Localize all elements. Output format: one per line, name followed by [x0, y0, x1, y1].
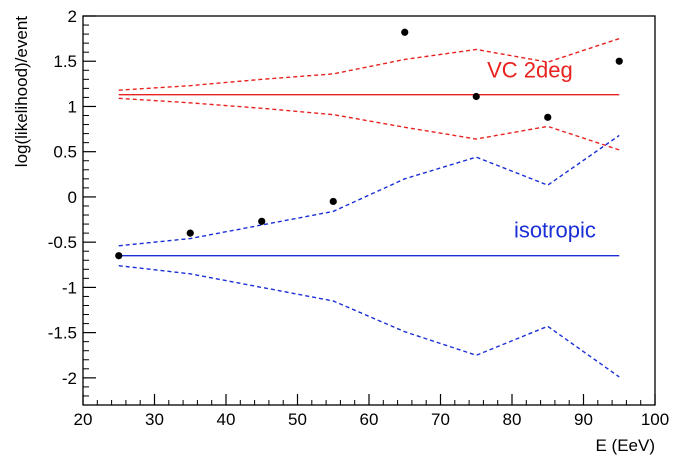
data-point	[115, 252, 123, 260]
y-tick-label: -1.5	[48, 324, 77, 343]
series-layer	[115, 28, 623, 378]
y-axis-label: log(likelihood)/event	[12, 16, 31, 167]
y-tick-label: 0	[68, 188, 77, 207]
x-tick-label: 30	[145, 410, 164, 429]
series-annotation: VC 2deg	[487, 58, 573, 83]
series-annotation: isotropic	[514, 218, 596, 243]
data-point	[472, 92, 480, 101]
y-tick-label: 0.5	[53, 143, 77, 162]
data-point	[544, 113, 552, 121]
y-tick-label: -1	[62, 278, 77, 297]
x-tick-label: 60	[360, 410, 379, 429]
data-point	[258, 217, 266, 225]
x-tick-label: 50	[288, 410, 307, 429]
x-tick-label: 90	[574, 410, 593, 429]
x-axis-label: E (EeV)	[595, 436, 655, 455]
y-tick-label: 2	[68, 7, 77, 26]
x-tick-label: 40	[217, 410, 236, 429]
x-tick-label: 70	[431, 410, 450, 429]
ticks-layer	[82, 15, 656, 405]
data-point	[615, 57, 623, 65]
series-band-line	[118, 37, 620, 91]
series-band-line	[118, 97, 620, 151]
series-band-line	[118, 134, 620, 247]
labels-layer: 20 30 40 50 60 70 80 90 100 -2 -1.5 -1 -0.5 0 0.5 1 1.5 2…	[48, 7, 669, 429]
data-point	[401, 28, 409, 36]
y-tick-label: -0.5	[48, 233, 77, 252]
data-point	[186, 229, 194, 237]
x-tick-label: 20	[74, 410, 93, 429]
x-tick-label: 80	[503, 410, 522, 429]
series-band-line	[118, 264, 620, 378]
x-tick-label: 100	[641, 410, 669, 429]
data-point	[329, 197, 337, 206]
y-tick-label: 1	[68, 97, 77, 116]
y-tick-label: -2	[62, 369, 77, 388]
y-tick-label: 1.5	[53, 52, 77, 71]
